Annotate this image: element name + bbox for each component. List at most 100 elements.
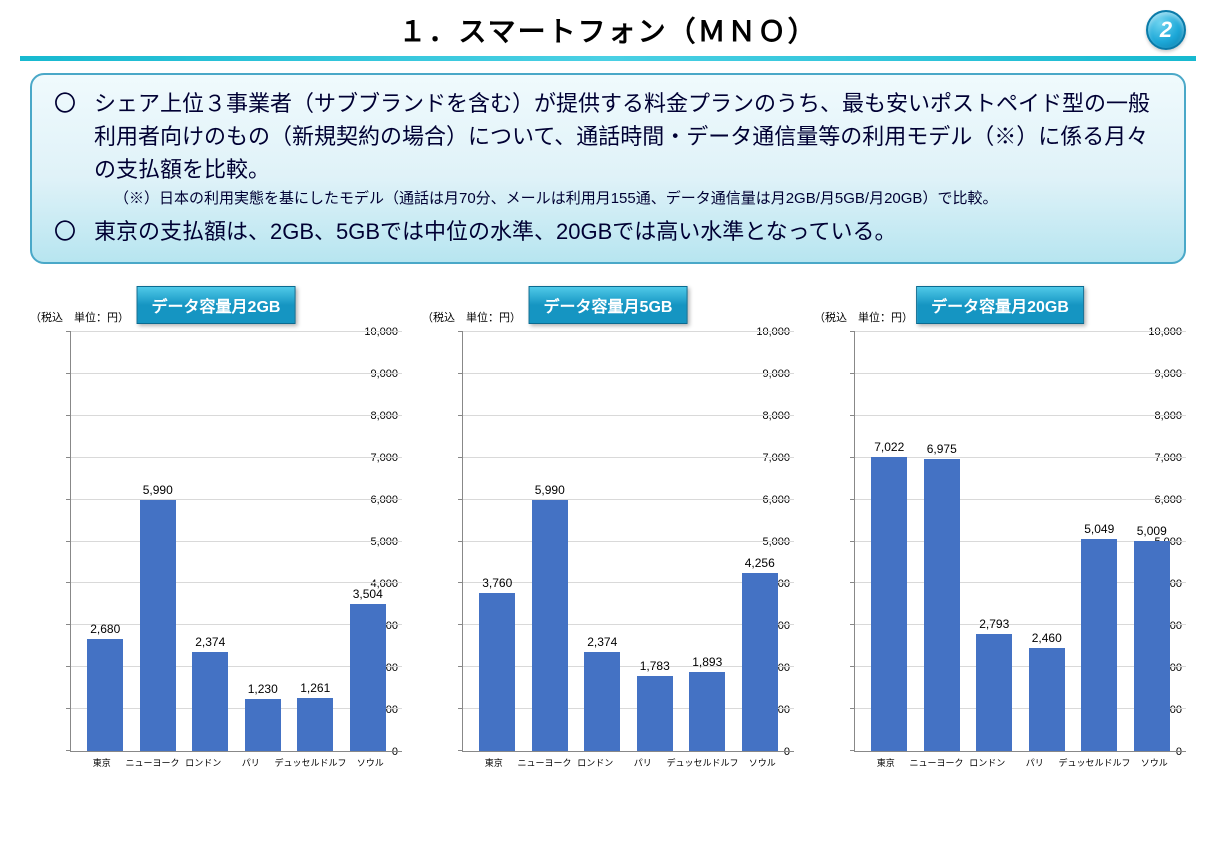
bar-value-label: 1,783 bbox=[640, 659, 670, 673]
plot-area: 7,022 6,975 2,793 2,460 5,049 5,009 bbox=[854, 332, 1186, 752]
tick-mark bbox=[66, 666, 71, 667]
bar-value-label: 1,230 bbox=[248, 682, 278, 696]
bar-value-label: 7,022 bbox=[874, 440, 904, 454]
x-label: 東京 bbox=[78, 752, 126, 772]
x-label: パリ bbox=[1011, 752, 1059, 772]
x-label: ニューヨーク bbox=[518, 752, 572, 772]
bullet-marker: 〇 bbox=[54, 215, 94, 248]
bar bbox=[479, 593, 515, 751]
x-label: デュッセルドルフ bbox=[1059, 752, 1131, 772]
tick-mark bbox=[66, 708, 71, 709]
bar-value-label: 2,460 bbox=[1032, 631, 1062, 645]
x-label: ロンドン bbox=[180, 752, 228, 772]
bar-wrap: 2,374 bbox=[184, 332, 237, 751]
tick-mark bbox=[66, 750, 71, 751]
header-divider bbox=[20, 56, 1196, 61]
tick-mark bbox=[66, 457, 71, 458]
bars-container: 2,680 5,9902,374 1,230 1,2613,504 bbox=[79, 332, 394, 751]
plot-area: 2,680 5,9902,374 1,230 1,2613,504 bbox=[70, 332, 402, 752]
summary-text: シェア上位３事業者（サブブランドを含む）が提供する料金プランのうち、最も安いポス… bbox=[94, 87, 1162, 186]
bar bbox=[1081, 539, 1117, 751]
bar bbox=[871, 457, 907, 751]
tick-mark bbox=[458, 708, 463, 709]
summary-bullet: 〇東京の支払額は、2GB、5GBでは中位の水準、20GBでは高い水準となっている… bbox=[54, 215, 1162, 248]
bar-wrap: 1,783 bbox=[629, 332, 682, 751]
bar bbox=[976, 634, 1012, 751]
bar-wrap: 3,760 bbox=[471, 332, 524, 751]
bar bbox=[1134, 541, 1170, 751]
bar-value-label: 5,049 bbox=[1084, 522, 1114, 536]
bar-wrap: 4,256 bbox=[734, 332, 787, 751]
tick-mark bbox=[850, 708, 855, 709]
x-label: ニューヨーク bbox=[910, 752, 964, 772]
summary-text: 東京の支払額は、2GB、5GBでは中位の水準、20GBでは高い水準となっている。 bbox=[94, 215, 897, 248]
summary-note: （※）日本の利用実態を基にしたモデル（通話は月70分、メールは利用月155通、デ… bbox=[114, 188, 1162, 209]
x-label: 東京 bbox=[470, 752, 518, 772]
tick-mark bbox=[66, 582, 71, 583]
tick-mark bbox=[458, 415, 463, 416]
x-label: デュッセルドルフ bbox=[275, 752, 347, 772]
bar bbox=[297, 698, 333, 751]
x-label: パリ bbox=[227, 752, 275, 772]
tick-mark bbox=[850, 582, 855, 583]
tick-mark bbox=[850, 666, 855, 667]
bar-wrap: 2,793 bbox=[968, 332, 1021, 751]
tick-mark bbox=[66, 499, 71, 500]
tick-mark bbox=[66, 415, 71, 416]
chart-title: データ容量月20GB bbox=[916, 286, 1084, 324]
x-label: ニューヨーク bbox=[126, 752, 180, 772]
chart-panel: データ容量月20GB（税込 単位：円）01,0002,0003,0004,000… bbox=[814, 294, 1186, 772]
x-label: ソウル bbox=[1131, 752, 1179, 772]
x-label: 東京 bbox=[862, 752, 910, 772]
charts-row: データ容量月2GB（税込 単位：円）01,0002,0003,0004,0005… bbox=[20, 294, 1196, 772]
x-label: ロンドン bbox=[964, 752, 1012, 772]
bar-wrap: 1,893 bbox=[681, 332, 734, 751]
bar-wrap: 1,230 bbox=[237, 332, 290, 751]
bar-wrap: 3,504 bbox=[342, 332, 395, 751]
header: １．スマートフォン（ＭＮＯ） 2 bbox=[20, 10, 1196, 50]
x-label: パリ bbox=[619, 752, 667, 772]
tick-mark bbox=[66, 624, 71, 625]
bar-wrap: 6,975 bbox=[916, 332, 969, 751]
bullet-marker: 〇 bbox=[54, 87, 94, 186]
x-label: ソウル bbox=[347, 752, 395, 772]
tick-mark bbox=[850, 331, 855, 332]
tick-mark bbox=[850, 415, 855, 416]
tick-mark bbox=[66, 373, 71, 374]
bar-value-label: 2,680 bbox=[90, 622, 120, 636]
bar-wrap: 5,049 bbox=[1073, 332, 1126, 751]
chart-title: データ容量月2GB bbox=[137, 286, 296, 324]
bar bbox=[532, 500, 568, 751]
bar bbox=[87, 639, 123, 751]
bar bbox=[350, 604, 386, 751]
x-labels: 東京ニューヨークロンドンパリデュッセルドルフソウル bbox=[862, 752, 1178, 772]
tick-mark bbox=[850, 373, 855, 374]
chart-area: 01,0002,0003,0004,0005,0006,0007,0008,00… bbox=[422, 332, 794, 772]
tick-mark bbox=[458, 331, 463, 332]
bar-wrap: 2,460 bbox=[1021, 332, 1074, 751]
tick-mark bbox=[66, 331, 71, 332]
tick-mark bbox=[850, 750, 855, 751]
bars-container: 3,7605,9902,3741,7831,8934,256 bbox=[471, 332, 786, 751]
bars-container: 7,022 6,975 2,793 2,460 5,049 5,009 bbox=[863, 332, 1178, 751]
x-label: ソウル bbox=[739, 752, 787, 772]
bar-value-label: 6,975 bbox=[927, 442, 957, 456]
bar bbox=[924, 459, 960, 751]
y-axis-label: （税込 単位：円） bbox=[422, 309, 521, 325]
bar-wrap: 1,261 bbox=[289, 332, 342, 751]
page-title: １．スマートフォン（ＭＮＯ） bbox=[398, 10, 817, 50]
bar-value-label: 2,374 bbox=[587, 635, 617, 649]
bar-value-label: 5,009 bbox=[1137, 524, 1167, 538]
x-label: ロンドン bbox=[572, 752, 620, 772]
tick-mark bbox=[458, 666, 463, 667]
chart-panel: データ容量月2GB（税込 単位：円）01,0002,0003,0004,0005… bbox=[30, 294, 402, 772]
chart-area: 01,0002,0003,0004,0005,0006,0007,0008,00… bbox=[30, 332, 402, 772]
tick-mark bbox=[850, 541, 855, 542]
bar bbox=[245, 699, 281, 751]
x-labels: 東京ニューヨークロンドンパリデュッセルドルフソウル bbox=[470, 752, 786, 772]
summary-box: 〇シェア上位３事業者（サブブランドを含む）が提供する料金プランのうち、最も安いポ… bbox=[30, 73, 1186, 264]
bar-wrap: 5,990 bbox=[132, 332, 185, 751]
bar-wrap: 2,374 bbox=[576, 332, 629, 751]
bar bbox=[689, 672, 725, 751]
chart-area: 01,0002,0003,0004,0005,0006,0007,0008,00… bbox=[814, 332, 1186, 772]
